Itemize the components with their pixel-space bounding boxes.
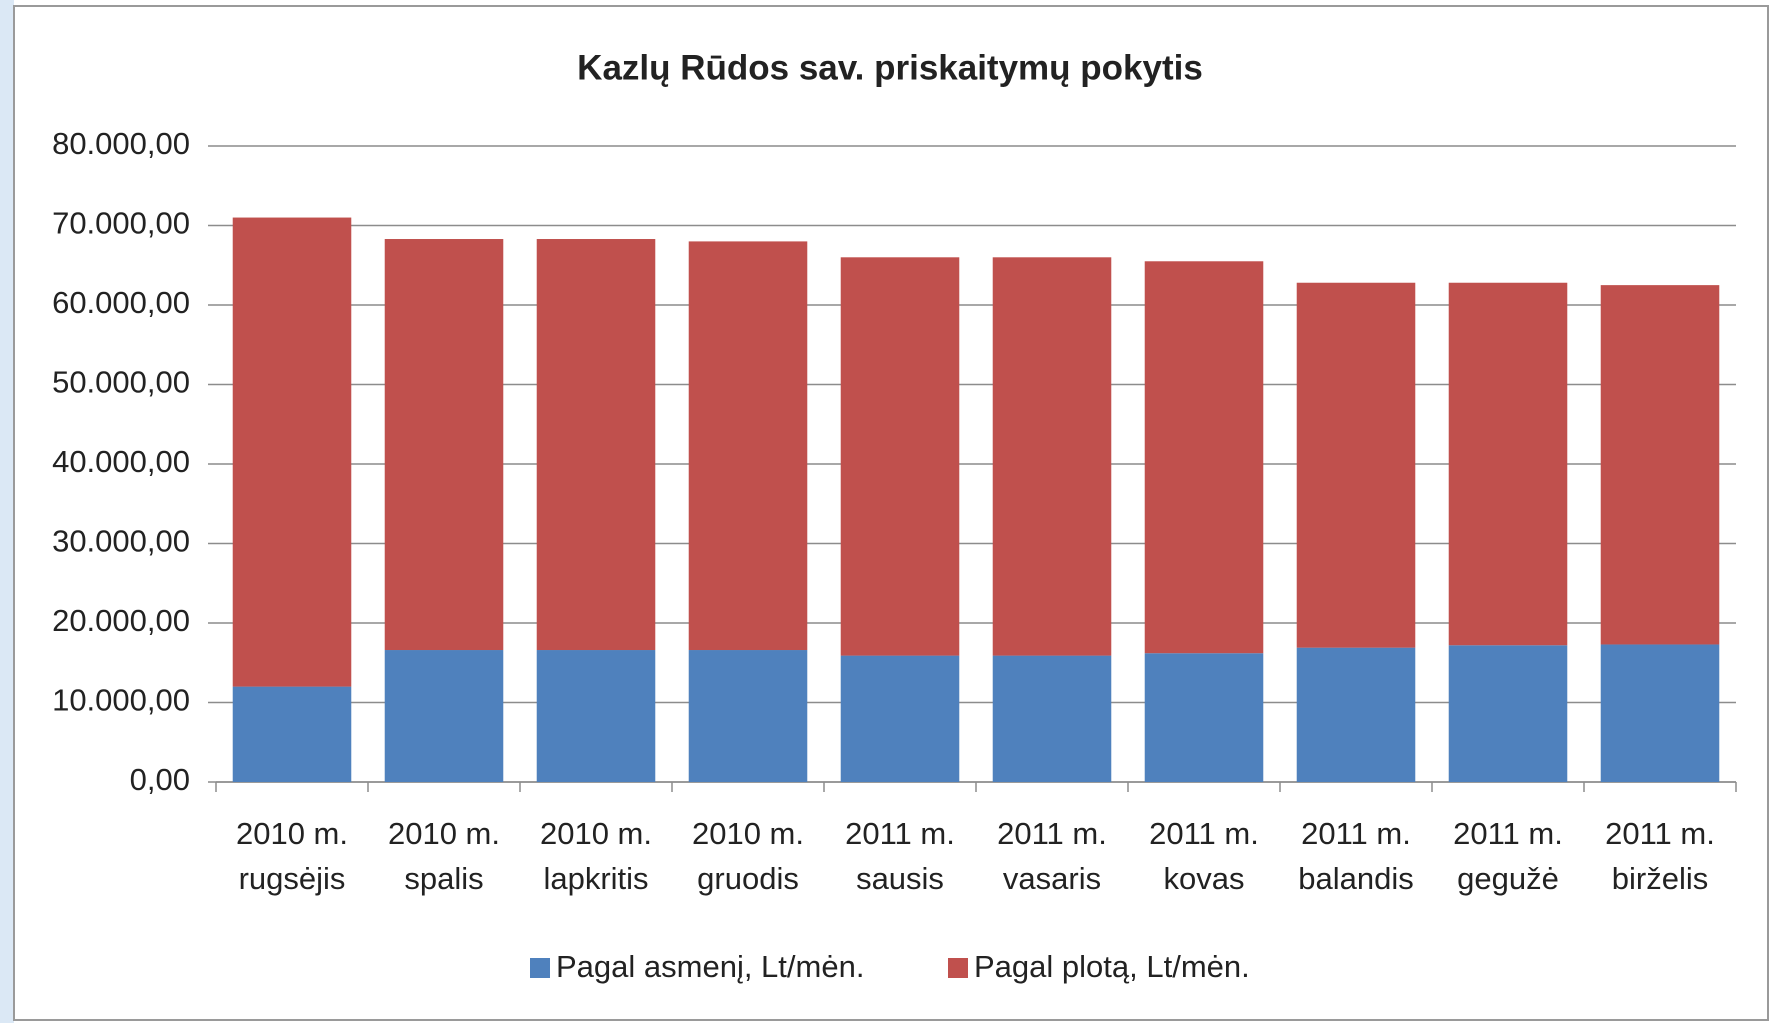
x-tick-label: lapkritis [543,861,648,896]
bar-segment [992,655,1112,782]
chart-title: Kazlų Rūdos sav. priskaitymų pokytis [577,48,1203,87]
y-tick-label: 70.000,00 [52,206,190,241]
x-tick-label: spalis [404,861,483,896]
x-tick-label: 2010 m. [540,816,652,851]
y-tick-label: 60.000,00 [52,285,190,320]
bar-segment [840,257,960,656]
bar-segment [1600,644,1720,782]
legend-label: Pagal plotą, Lt/mėn. [974,949,1250,984]
bar-segment [1600,285,1720,645]
legend-label: Pagal asmenį, Lt/mėn. [556,949,864,984]
x-tick-label: 2011 m. [997,816,1107,851]
bar-segment [232,686,352,782]
y-tick-label: 10.000,00 [52,683,190,718]
x-tick-label: birželis [1612,861,1708,896]
y-tick-label: 0,00 [130,762,190,797]
y-tick-label: 40.000,00 [52,444,190,479]
bar-segment [1448,645,1568,782]
x-tick-label: sausis [856,861,944,896]
x-tick-label: rugsėjis [239,861,346,896]
bar-segment [688,241,808,651]
x-tick-label: 2010 m. [236,816,348,851]
x-tick-label: 2010 m. [388,816,500,851]
x-tick-label: vasaris [1003,861,1101,896]
legend-swatch [530,958,550,978]
bar-segment [840,655,960,782]
x-tick-label: gruodis [697,861,799,896]
x-tick-label: 2011 m. [845,816,955,851]
x-tick-label: 2010 m. [692,816,804,851]
bar-segment [384,239,504,651]
bar-segment [536,650,656,782]
bar-segment [1448,282,1568,646]
y-tick-label: 30.000,00 [52,524,190,559]
x-tick-label: 2011 m. [1453,816,1563,851]
bar-segment [232,217,352,687]
bar-segment [1296,282,1416,648]
bar-segment [992,257,1112,656]
y-tick-label: 80.000,00 [52,126,190,161]
bar-segment [688,650,808,782]
bar-segment [536,239,656,651]
window-edge [0,0,14,1023]
x-tick-label: 2011 m. [1301,816,1411,851]
x-tick-label: 2011 m. [1149,816,1259,851]
bar-segment [1144,261,1264,654]
x-tick-label: kovas [1164,861,1245,896]
x-tick-label: 2011 m. [1605,816,1715,851]
bar-segment [1144,653,1264,782]
bar-segment [1296,647,1416,782]
y-tick-label: 20.000,00 [52,603,190,638]
legend-swatch [948,958,968,978]
bar-segment [384,650,504,782]
x-tick-label: balandis [1298,861,1413,896]
y-tick-label: 50.000,00 [52,365,190,400]
x-tick-label: gegužė [1457,861,1559,896]
